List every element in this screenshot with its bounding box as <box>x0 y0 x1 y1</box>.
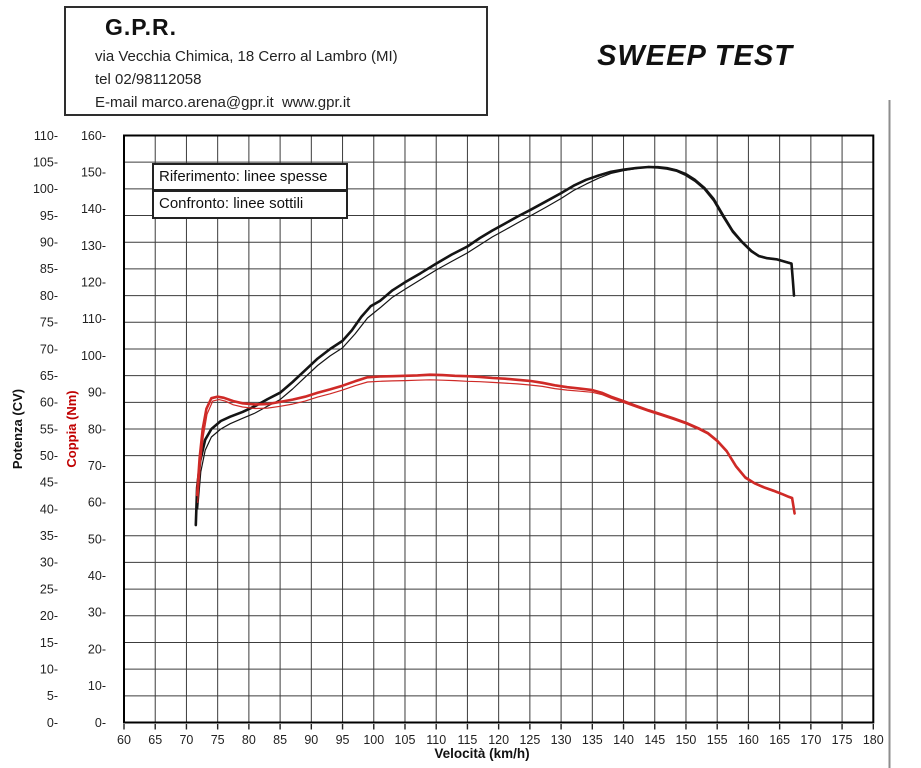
svg-text:160-: 160- <box>81 129 106 143</box>
torque-axis-title: Coppia (Nm) <box>64 390 79 467</box>
svg-text:30-: 30- <box>40 556 58 570</box>
plot-frame <box>123 134 875 724</box>
svg-text:40-: 40- <box>40 502 58 516</box>
svg-text:150: 150 <box>676 733 697 747</box>
company-email: E-mail marco.arena@gpr.it www.gpr.it <box>95 94 351 111</box>
svg-text:95: 95 <box>336 733 350 747</box>
svg-text:95-: 95- <box>40 209 58 223</box>
svg-text:170: 170 <box>800 733 821 747</box>
svg-text:75: 75 <box>211 733 225 747</box>
svg-text:45-: 45- <box>40 476 58 490</box>
svg-text:150-: 150- <box>81 165 106 179</box>
torque-axis-ticks: 0- 10- 20- 30- 40- 50- 60- 70- 80- 90- 100- 110- 120… <box>81 129 106 730</box>
svg-text:160: 160 <box>738 733 759 747</box>
svg-text:80-: 80- <box>88 422 106 436</box>
svg-text:120: 120 <box>488 733 509 747</box>
svg-text:55-: 55- <box>40 422 58 436</box>
svg-text:120-: 120- <box>81 276 106 290</box>
svg-text:0-: 0- <box>95 716 106 730</box>
svg-text:110-: 110- <box>82 312 106 326</box>
svg-text:40-: 40- <box>88 569 106 583</box>
sweep-test-title: SWEEP TEST <box>597 40 793 72</box>
svg-text:25-: 25- <box>40 582 58 596</box>
svg-text:60-: 60- <box>40 396 58 410</box>
svg-text:70-: 70- <box>40 342 58 356</box>
legend-comparison-label: Confronto: linee sottili <box>152 191 348 219</box>
svg-text:20-: 20- <box>40 609 58 623</box>
svg-text:10-: 10- <box>88 679 106 693</box>
company-phone: tel 02/98112058 <box>95 71 202 88</box>
svg-text:60-: 60- <box>88 496 106 510</box>
svg-text:115: 115 <box>457 733 477 747</box>
svg-text:10-: 10- <box>40 662 58 676</box>
svg-text:100: 100 <box>363 733 384 747</box>
svg-text:130-: 130- <box>81 239 106 253</box>
svg-text:20-: 20- <box>88 642 106 656</box>
torque-curve-reference <box>195 373 796 515</box>
svg-text:0-: 0- <box>47 716 58 730</box>
grid-lines <box>124 135 874 723</box>
svg-text:125: 125 <box>519 733 540 747</box>
svg-text:60: 60 <box>117 733 131 747</box>
x-axis-title: Velocità (km/h) <box>434 746 529 761</box>
svg-text:135: 135 <box>582 733 603 747</box>
svg-text:100-: 100- <box>33 182 58 196</box>
svg-text:180: 180 <box>863 733 884 747</box>
svg-text:155: 155 <box>707 733 728 747</box>
svg-text:35-: 35- <box>40 529 58 543</box>
svg-text:110: 110 <box>426 733 446 747</box>
svg-text:175: 175 <box>832 733 853 747</box>
svg-text:90-: 90- <box>88 386 106 400</box>
svg-text:105: 105 <box>395 733 416 747</box>
svg-text:70-: 70- <box>88 459 106 473</box>
svg-text:90-: 90- <box>40 236 58 250</box>
svg-text:80-: 80- <box>40 289 58 303</box>
svg-text:165: 165 <box>769 733 790 747</box>
svg-text:85-: 85- <box>40 262 58 276</box>
legend-reference-label: Riferimento: linee spesse <box>152 163 348 191</box>
svg-text:80: 80 <box>242 733 256 747</box>
svg-text:145: 145 <box>644 733 665 747</box>
svg-text:85: 85 <box>273 733 287 747</box>
svg-text:75-: 75- <box>40 316 58 330</box>
company-address: via Vecchia Chimica, 18 Cerro al Lambro … <box>95 48 398 65</box>
svg-text:100-: 100- <box>81 349 106 363</box>
svg-text:70: 70 <box>179 733 193 747</box>
svg-text:15-: 15- <box>40 636 58 650</box>
x-axis-ticks: 60 65 70 75 80 85 90 95 100 105 110 115 120 125 130 135… <box>117 724 884 747</box>
torque-curve-comparison <box>197 379 796 515</box>
svg-text:140: 140 <box>613 733 634 747</box>
svg-text:140-: 140- <box>81 202 106 216</box>
svg-text:50-: 50- <box>88 532 106 546</box>
company-name: G.P.R. <box>105 14 178 40</box>
svg-text:105-: 105- <box>33 155 58 169</box>
power-curve-reference <box>194 165 796 527</box>
svg-text:50-: 50- <box>40 449 58 463</box>
svg-text:90: 90 <box>304 733 318 747</box>
power-axis-ticks: 0- 5- 10- 15- 20- 25- 30- 35- 40- 45- 50- 55- 60- 65-… <box>33 129 58 730</box>
power-curve-comparison <box>197 165 795 510</box>
chart-legend: Riferimento: linee spesse Confronto: lin… <box>152 163 348 219</box>
svg-text:65: 65 <box>148 733 162 747</box>
svg-text:65-: 65- <box>40 369 58 383</box>
svg-text:30-: 30- <box>88 606 106 620</box>
svg-text:130: 130 <box>551 733 572 747</box>
svg-text:5-: 5- <box>47 689 58 703</box>
svg-text:110-: 110- <box>34 129 58 143</box>
power-axis-title: Potenza (CV) <box>10 389 25 469</box>
company-info-box: G.P.R. via Vecchia Chimica, 18 Cerro al … <box>64 6 488 116</box>
